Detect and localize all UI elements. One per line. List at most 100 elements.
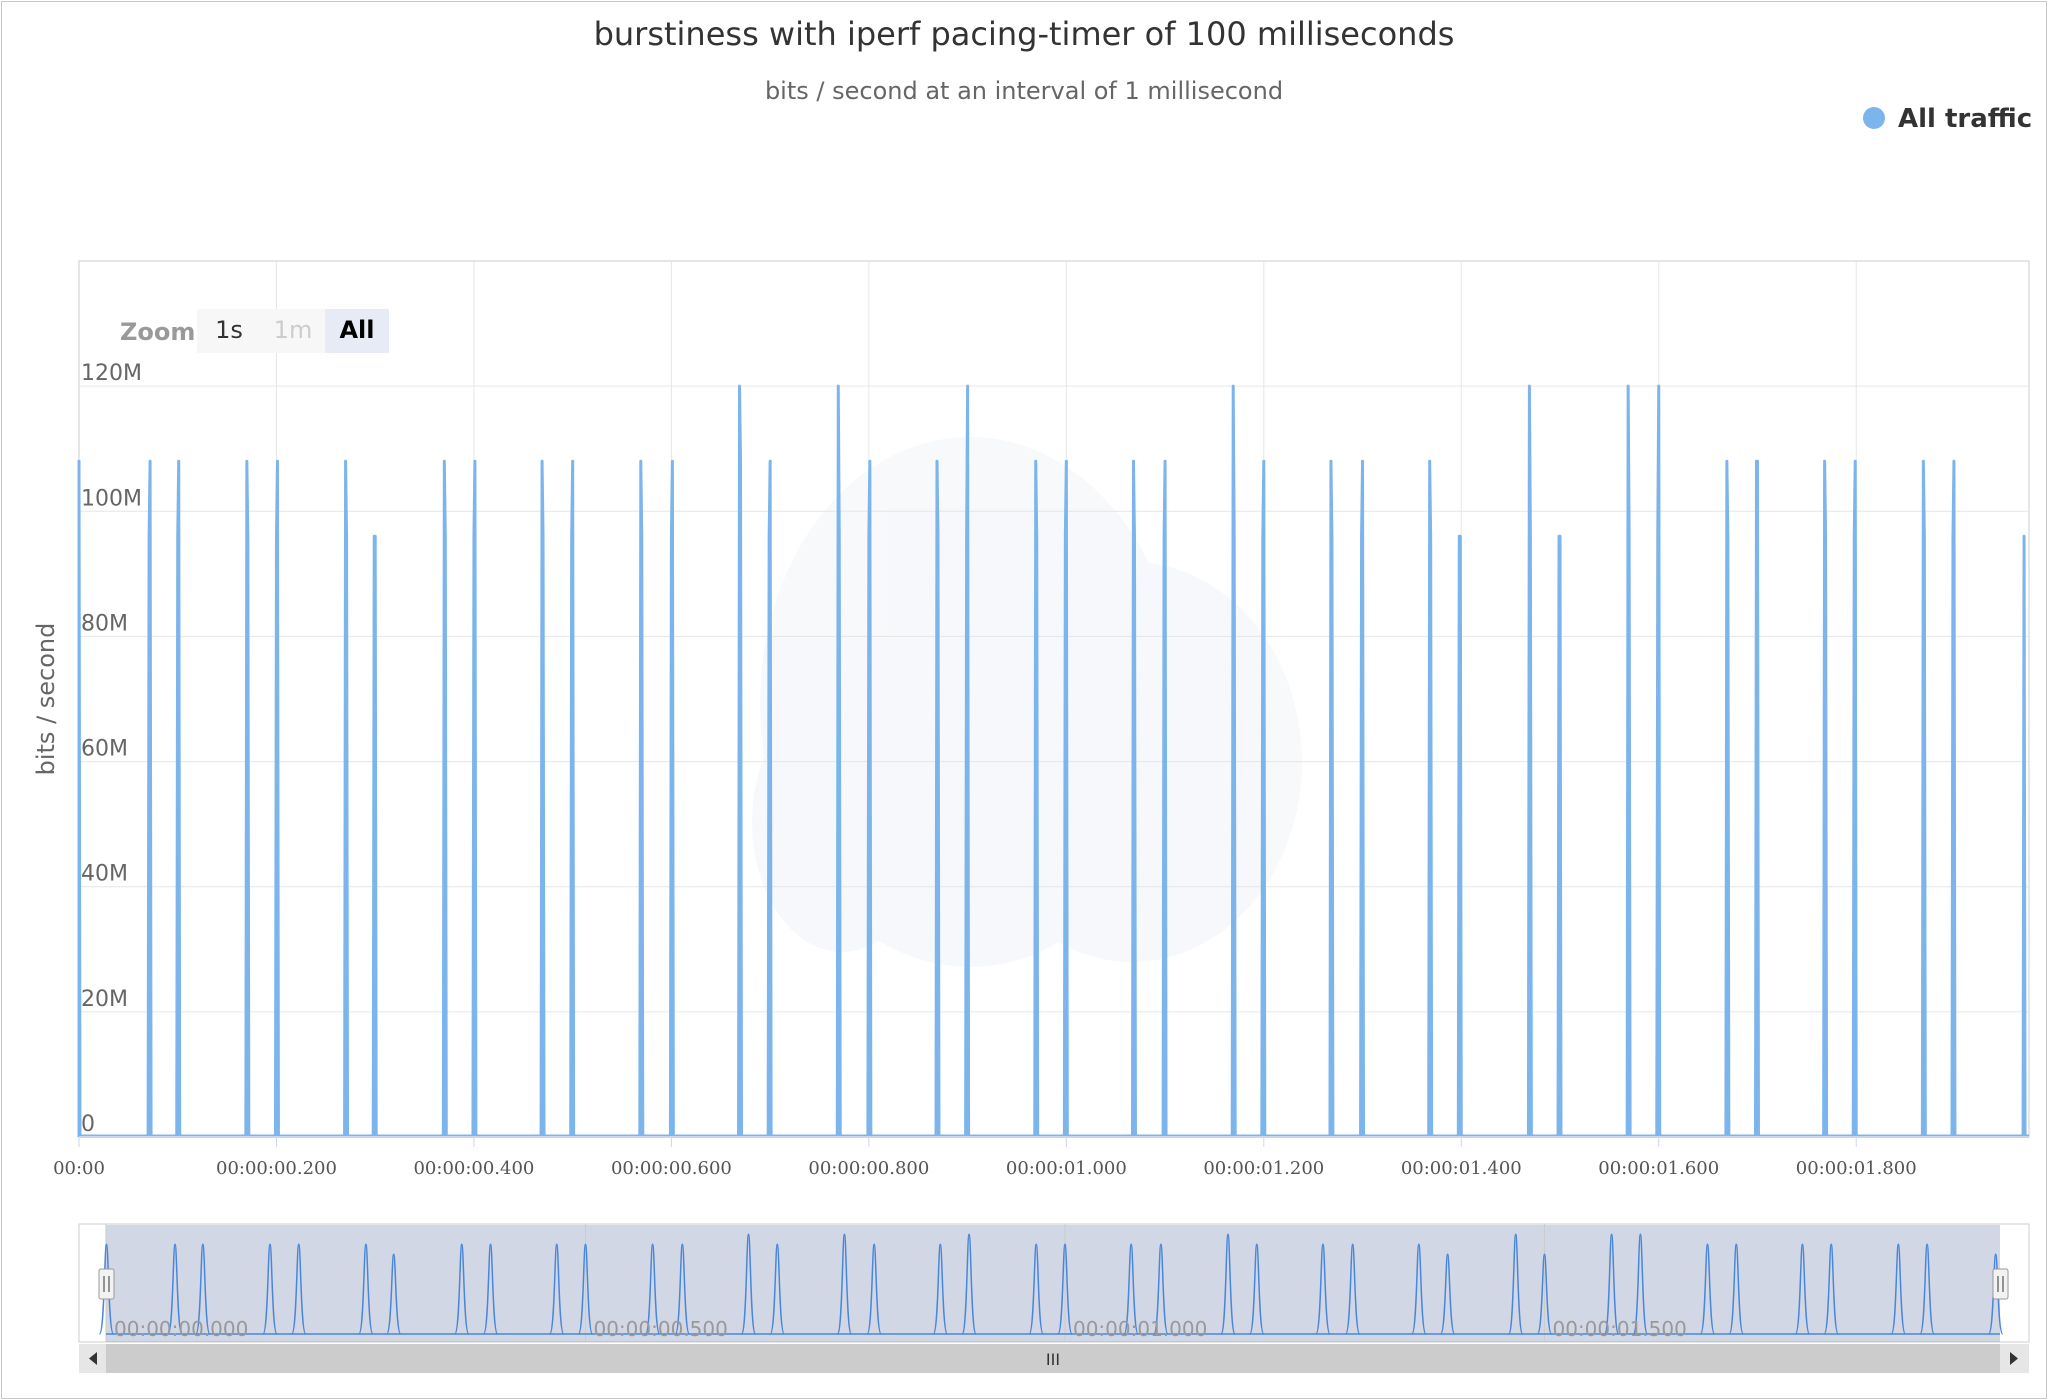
burst-spike: [1556, 534, 1563, 1138]
zoom-button-all-label[interactable]: All: [339, 316, 374, 344]
navigator-spike: [932, 1243, 949, 1335]
navigator-spike: [1344, 1243, 1361, 1335]
navigator-spike: [1507, 1233, 1524, 1335]
burst-spike: [1851, 459, 1858, 1138]
burst-spike: [2021, 534, 2027, 1138]
burst-spike: [638, 459, 645, 1138]
zoom-button-1s-label[interactable]: 1s: [215, 316, 243, 344]
navigator-spike: [1411, 1243, 1427, 1335]
navigator-spike: [167, 1243, 183, 1335]
navigator-spike: [769, 1243, 786, 1335]
navigator-handle-left[interactable]: [98, 1268, 115, 1300]
burst-spike: [146, 459, 153, 1138]
burst-spike: [1062, 459, 1069, 1138]
x-tick-label: 00:00: [53, 1158, 105, 1179]
chevron-left-icon: [89, 1352, 97, 1365]
navigator-spike: [385, 1253, 402, 1335]
burst-spike: [569, 459, 576, 1138]
burst-spike: [77, 459, 82, 1138]
x-axis-ticks: 00:00 00:00:00.200 00:00:00.400 00:00:00.60…: [53, 1137, 1917, 1179]
navigator-spike: [1632, 1233, 1649, 1335]
burst-spike: [273, 459, 280, 1138]
navigator-spike: [644, 1243, 661, 1335]
navigator-spike: [454, 1243, 470, 1335]
burst-spike: [964, 384, 971, 1138]
navigator-spike: [358, 1243, 374, 1335]
navigator-spike: [195, 1243, 211, 1335]
navigator-ticks: 00:00:00.000 00:00:00.500 00:00:01.000 00:0…: [114, 1317, 1687, 1341]
burst-spike: [175, 459, 182, 1138]
zoom-button-1m-label[interactable]: 1m: [274, 316, 313, 344]
navigator-tick-label: 00:00:01.500: [1552, 1317, 1686, 1341]
navigator-handle-right-box[interactable]: [1992, 1268, 2009, 1300]
burst-spike: [1625, 384, 1632, 1138]
navigator-outline: [78, 1223, 2030, 1343]
burst-spike: [1920, 459, 1927, 1138]
navigator-spike: [836, 1233, 853, 1335]
chart-subtitle: bits / second at an interval of 1 millis…: [765, 77, 1283, 105]
burst-spike: [866, 459, 873, 1138]
x-tick-label: 00:00:00.400: [413, 1158, 534, 1179]
scrollbar-thumb[interactable]: [106, 1344, 2000, 1373]
navigator-spike: [1823, 1243, 1839, 1335]
burst-spike: [1822, 459, 1829, 1138]
scrollbar-left-arrow[interactable]: [79, 1344, 106, 1373]
burst-spike: [1427, 459, 1434, 1138]
navigator-spike: [98, 1243, 115, 1335]
navigator-selected-range[interactable]: [106, 1225, 2000, 1342]
burst-spike: [1230, 384, 1237, 1138]
navigator-spike: [1220, 1233, 1236, 1335]
navigator-spike: [1057, 1243, 1073, 1335]
burst-spike: [1260, 459, 1267, 1138]
scrollbar[interactable]: III: [79, 1344, 2029, 1373]
navigator-spike: [1699, 1243, 1716, 1335]
navigator-spike: [577, 1243, 594, 1335]
legend[interactable]: All traffic: [1863, 104, 2032, 134]
zoom-button-all-bg[interactable]: [325, 309, 389, 353]
y-tick-label: 60M: [81, 737, 128, 762]
navigator-tick-label: 00:00:00.500: [593, 1317, 727, 1341]
navigator[interactable]: 00:00:00.000 00:00:00.500 00:00:01.000 00:0…: [78, 1223, 2030, 1343]
burst-spike: [1359, 459, 1366, 1138]
burst-spike: [244, 459, 251, 1138]
x-tick-label: 00:00:01.400: [1401, 1158, 1522, 1179]
burst-spike: [1130, 459, 1137, 1138]
navigator-series: [98, 1233, 2004, 1335]
zoom-label: Zoom: [120, 318, 195, 346]
navigator-handle-right[interactable]: [1992, 1268, 2009, 1300]
y-tick-label: 40M: [81, 862, 128, 887]
navigator-spike: [1987, 1253, 2004, 1335]
burst-spike: [766, 459, 773, 1138]
y-tick-label: 120M: [81, 361, 142, 386]
zoom-button-all[interactable]: All: [325, 309, 389, 353]
burst-spike: [1033, 459, 1040, 1138]
zoom-button-1m[interactable]: 1m: [261, 309, 325, 353]
navigator-spike: [1919, 1243, 1935, 1335]
navigator-spike: [548, 1243, 565, 1335]
navigator-tick-label: 00:00:00.000: [114, 1317, 248, 1341]
zoom-button-1m-bg[interactable]: [261, 309, 325, 353]
burst-spike: [441, 459, 448, 1138]
legend-marker[interactable]: [1863, 107, 1885, 129]
burst-spike: [1526, 384, 1533, 1138]
burst-spike: [471, 459, 478, 1138]
y-axis-ticks: 0 20M 40M 60M 80M 100M 120M: [81, 361, 142, 1137]
burst-spike: [737, 384, 744, 1138]
burst-spike: [539, 459, 546, 1138]
x-tick-label: 00:00:01.200: [1203, 1158, 1324, 1179]
zoom-button-1s[interactable]: 1s: [197, 309, 261, 353]
legend-item-label[interactable]: All traffic: [1898, 104, 2032, 134]
y-gridlines: [79, 385, 2029, 1013]
burst-spike: [1161, 459, 1168, 1138]
burst-spike: [668, 459, 675, 1138]
scrollbar-right-arrow[interactable]: [2000, 1344, 2029, 1373]
chevron-right-icon: [2010, 1352, 2018, 1365]
zoom-button-1s-bg[interactable]: [197, 309, 261, 353]
navigator-spike: [1153, 1243, 1169, 1335]
navigator-spike: [1794, 1243, 1811, 1335]
navigator-handle-left-box[interactable]: [98, 1268, 115, 1300]
burst-spike: [1456, 534, 1463, 1138]
navigator-spike: [866, 1243, 882, 1335]
navigator-spike: [674, 1243, 691, 1335]
